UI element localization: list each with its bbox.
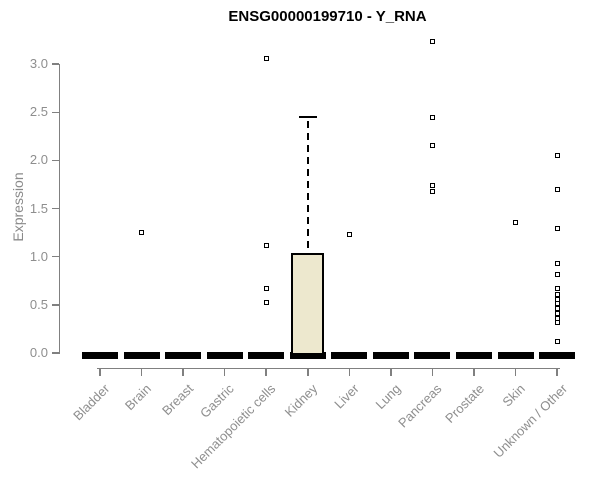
x-category-label: Lung — [372, 381, 404, 413]
x-category-label: Skin — [499, 381, 529, 410]
zero-median-bar — [123, 352, 160, 359]
y-tick — [51, 352, 59, 354]
x-tick — [431, 367, 434, 376]
outlier-point — [554, 291, 560, 297]
y-tick — [51, 304, 59, 306]
y-axis-line — [58, 64, 60, 354]
x-tick — [307, 367, 309, 376]
y-tick — [51, 207, 59, 210]
zero-median-bar — [497, 352, 534, 359]
box — [291, 252, 325, 355]
whisker-dash — [306, 132, 309, 140]
outlier-point — [554, 153, 560, 159]
x-category-label: Prostate — [441, 381, 487, 426]
x-category-label: Bladder — [70, 381, 113, 424]
outlier-point — [263, 285, 269, 291]
outlier-point — [554, 301, 560, 307]
y-tick — [51, 63, 59, 65]
outlier-point — [429, 39, 435, 45]
whisker-dash — [306, 180, 309, 188]
zero-median-bar — [289, 352, 326, 359]
x-category-label: Unknown / Other — [490, 381, 570, 461]
outlier-point — [554, 306, 560, 312]
outlier-point — [554, 260, 560, 266]
x-tick — [390, 367, 392, 376]
x-category-label: Kidney — [281, 381, 321, 420]
y-tick-label: 1.0 — [29, 248, 48, 264]
outlier-point — [554, 272, 560, 278]
x-category-label: Liver — [331, 381, 362, 412]
y-tick-label: 0.5 — [29, 296, 48, 312]
whisker-dash — [306, 228, 309, 236]
zero-median-bar — [82, 352, 118, 359]
outlier-point — [429, 143, 435, 149]
whisker-dash — [306, 144, 309, 152]
whisker-dash — [306, 216, 309, 224]
whisker-dash — [306, 120, 309, 128]
y-tick — [51, 159, 59, 162]
x-tick — [514, 367, 517, 376]
zero-median-bar — [165, 352, 202, 359]
outlier-point — [554, 338, 560, 344]
outlier-point — [554, 311, 560, 317]
x-category-label: Brain — [122, 381, 155, 414]
whisker-cap — [298, 115, 317, 119]
outlier-point — [263, 300, 269, 306]
zero-median-bar — [331, 352, 368, 359]
y-tick-label: 2.5 — [29, 104, 48, 120]
outlier-point — [263, 55, 269, 61]
x-category-label: Pancreas — [395, 381, 446, 431]
whisker-dash — [306, 168, 309, 176]
zero-median-bar — [206, 352, 243, 359]
outlier-point — [554, 319, 560, 325]
outlier-point — [554, 226, 560, 232]
x-category-label: Breast — [158, 381, 196, 419]
x-tick — [473, 367, 475, 376]
y-tick — [51, 255, 59, 258]
outlier-point — [554, 186, 560, 192]
outlier-point — [346, 232, 352, 238]
outlier-point — [554, 296, 560, 302]
x-tick — [556, 367, 558, 376]
x-category-label: Gastric — [197, 381, 238, 421]
whisker-dash — [306, 156, 309, 164]
zero-median-bar — [414, 352, 451, 359]
x-tick — [265, 367, 267, 376]
outlier-point — [429, 188, 435, 194]
zero-median-bar — [372, 352, 409, 359]
y-tick-label: 3.0 — [29, 56, 48, 72]
chart-title: ENSG00000199710 - Y_RNA — [228, 8, 427, 25]
outlier-point — [139, 230, 145, 236]
x-tick — [99, 367, 101, 376]
y-tick-label: 1.5 — [29, 200, 48, 216]
whisker-dash — [306, 192, 309, 200]
whisker-dash — [306, 240, 309, 248]
outlier-point — [513, 219, 518, 225]
outlier-point — [554, 285, 560, 291]
y-tick — [51, 111, 59, 113]
outlier-point — [429, 114, 435, 120]
zero-median-bar — [248, 352, 285, 359]
outlier-point — [263, 242, 269, 248]
x-tick — [182, 367, 184, 376]
x-axis-line — [97, 367, 561, 369]
zero-median-bar — [455, 352, 492, 359]
y-tick-label: 0.0 — [29, 345, 48, 360]
whisker-dash — [306, 204, 309, 212]
x-tick — [348, 367, 351, 376]
zero-median-bar — [539, 352, 576, 359]
outlier-point — [429, 182, 435, 188]
x-tick — [140, 367, 143, 376]
y-tick-label: 2.0 — [29, 152, 48, 168]
x-tick — [223, 367, 226, 376]
